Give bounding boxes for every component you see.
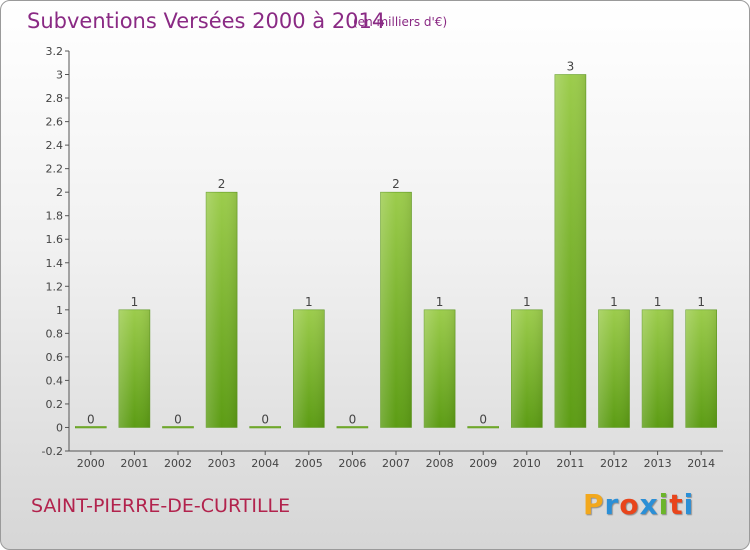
logo-letter: i bbox=[683, 488, 695, 521]
data-label: 1 bbox=[305, 295, 313, 309]
x-tick-label: 2012 bbox=[600, 457, 628, 470]
data-label: 0 bbox=[349, 412, 357, 426]
x-tick-label: 2010 bbox=[513, 457, 541, 470]
data-label: 1 bbox=[654, 295, 662, 309]
data-label: 3 bbox=[567, 60, 575, 74]
y-tick-label: 2.4 bbox=[46, 139, 64, 152]
x-tick-label: 2008 bbox=[426, 457, 454, 470]
y-tick-label: 1.6 bbox=[46, 233, 64, 246]
data-label: 0 bbox=[174, 412, 182, 426]
y-tick-label: 1.8 bbox=[46, 210, 64, 223]
bar-shine bbox=[380, 192, 412, 428]
logo-letter: r bbox=[604, 488, 620, 521]
y-tick-label: 3 bbox=[56, 69, 63, 82]
x-tick-label: 2009 bbox=[469, 457, 497, 470]
x-tick-label: 2013 bbox=[644, 457, 672, 470]
bar-shine bbox=[424, 309, 456, 428]
y-tick-label: 1 bbox=[56, 304, 63, 317]
x-tick-label: 2003 bbox=[208, 457, 236, 470]
x-tick-label: 2007 bbox=[382, 457, 410, 470]
bar bbox=[162, 426, 194, 429]
bar-shine bbox=[598, 309, 630, 428]
bars bbox=[75, 74, 718, 429]
y-tick-label: 2.8 bbox=[46, 92, 64, 105]
bar-shine bbox=[118, 309, 150, 428]
data-label: 1 bbox=[131, 295, 139, 309]
x-tick-label: 2005 bbox=[295, 457, 323, 470]
bar bbox=[336, 426, 369, 429]
data-label: 1 bbox=[436, 295, 444, 309]
x-tick-label: 2002 bbox=[164, 457, 192, 470]
y-tick-label: 1.2 bbox=[46, 280, 64, 293]
bar-shine bbox=[685, 309, 717, 428]
bar-shine bbox=[293, 309, 325, 428]
data-label: 1 bbox=[610, 295, 618, 309]
y-tick-label: 1.4 bbox=[46, 257, 64, 270]
y-tick-label: -0.2 bbox=[42, 445, 63, 458]
logo-letter: t bbox=[669, 488, 684, 521]
bar-shine bbox=[642, 309, 674, 428]
x-tick-label: 2011 bbox=[556, 457, 584, 470]
y-tick-label: 0.4 bbox=[46, 374, 64, 387]
x-tick-label: 2006 bbox=[338, 457, 366, 470]
logo-letter: i bbox=[658, 488, 670, 521]
proxiti-logo: Proxiti bbox=[583, 488, 694, 521]
y-tick-label: 0 bbox=[56, 421, 63, 434]
y-tick-label: 3.2 bbox=[46, 45, 64, 58]
data-label: 0 bbox=[261, 412, 269, 426]
logo-letter: o bbox=[619, 488, 640, 521]
x-tick-label: 2004 bbox=[251, 457, 279, 470]
commune-name: SAINT-PIERRE-DE-CURTILLE bbox=[31, 495, 291, 517]
axes: -0.2 0 0.2 0.4 0.6 0.8 1 1.2 1.4 1.6 1.8 2 2.2 2.4 2.6… bbox=[42, 45, 723, 470]
data-labels: 0 1 0 2 0 1 0 2 1 0 1 3 1 1 1 bbox=[87, 60, 705, 427]
logo-letter: x bbox=[639, 488, 659, 521]
data-label: 0 bbox=[87, 412, 95, 426]
bar-shine bbox=[511, 309, 543, 428]
data-label: 2 bbox=[392, 177, 400, 191]
x-tick-label: 2014 bbox=[687, 457, 715, 470]
bar bbox=[249, 426, 281, 429]
y-tick-label: 0.2 bbox=[46, 398, 64, 411]
unit-note: (en milliers d'€) bbox=[353, 15, 448, 29]
y-tick-label: 0.8 bbox=[46, 327, 64, 340]
bar bbox=[75, 426, 107, 429]
bar-shine bbox=[554, 74, 586, 428]
data-label: 1 bbox=[697, 295, 705, 309]
y-tick-label: 2 bbox=[56, 186, 63, 199]
bar bbox=[467, 426, 500, 429]
data-label: 2 bbox=[218, 177, 226, 191]
logo-letter: P bbox=[583, 488, 605, 521]
bar-shine bbox=[206, 192, 238, 428]
chart-title: Subventions Versées 2000 à 2014 bbox=[27, 9, 386, 33]
x-tick-label: 2000 bbox=[77, 457, 105, 470]
y-tick-label: 2.2 bbox=[46, 163, 64, 176]
x-tick-label: 2001 bbox=[120, 457, 148, 470]
y-tick-label: 0.6 bbox=[46, 351, 64, 364]
y-tick-label: 2.6 bbox=[46, 116, 64, 129]
data-label: 0 bbox=[479, 412, 487, 426]
data-label: 1 bbox=[523, 295, 531, 309]
